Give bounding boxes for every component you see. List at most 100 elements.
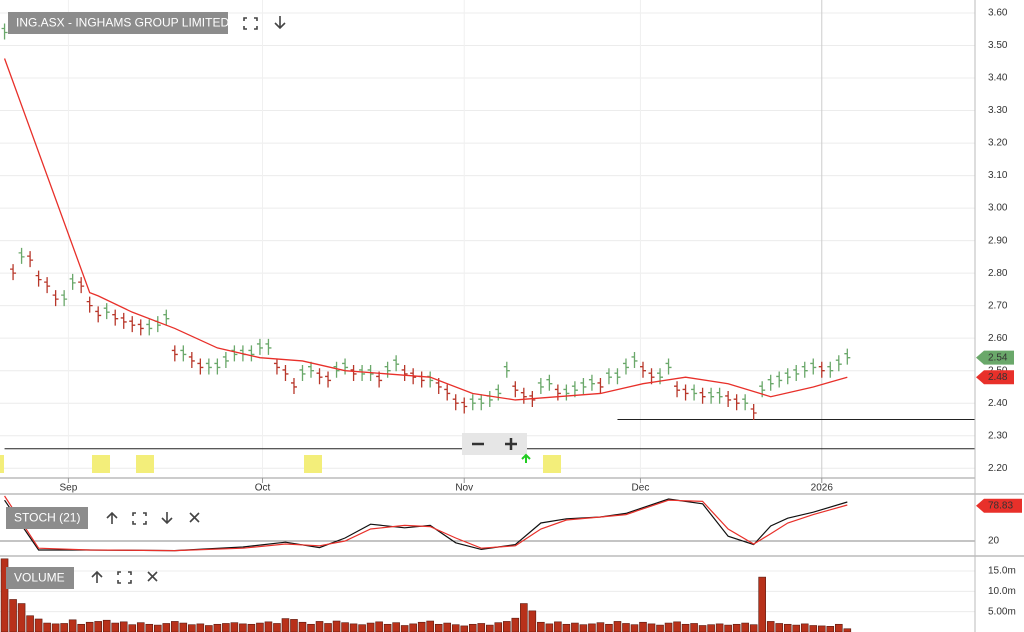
- volume-bar: [579, 624, 588, 632]
- volume-bar: [60, 623, 68, 632]
- event-arrow[interactable]: [521, 453, 531, 463]
- annotation-icons[interactable]: [0, 455, 561, 473]
- volume-bar: [111, 622, 120, 632]
- volume-bar: [264, 621, 273, 632]
- volume-bar: [247, 623, 256, 632]
- x-tick-label: Nov: [455, 483, 473, 494]
- volume-bar: [298, 621, 307, 632]
- volume-bar: [528, 610, 537, 632]
- price-bar: [282, 364, 289, 381]
- volume-bar: [43, 622, 51, 632]
- price-bar: [61, 290, 68, 307]
- y-tick-label: 2.30: [988, 430, 1008, 441]
- volume-bar: [136, 622, 145, 632]
- plot-layer: [0, 0, 975, 632]
- price-bar: [512, 381, 519, 398]
- volume-bar: [341, 622, 349, 632]
- volume-bar: [681, 623, 690, 632]
- title-box[interactable]: [8, 12, 228, 34]
- volume-bar: [26, 615, 34, 632]
- volume-bar: [153, 624, 162, 632]
- stoch-icons[interactable]: [106, 511, 200, 525]
- price-bar: [597, 377, 604, 394]
- volume-bar: [724, 624, 732, 632]
- volume-bar: [281, 618, 290, 632]
- zoom-icons[interactable]: [472, 438, 517, 450]
- price-bar: [818, 361, 825, 378]
- volume-box[interactable]: [6, 567, 74, 589]
- price-bar: [810, 358, 817, 375]
- price-bar: [571, 381, 578, 398]
- volume-bar: [94, 621, 102, 632]
- volume-bar: [307, 623, 315, 632]
- volume-title: VOLUME: [14, 571, 65, 585]
- price-bar: [691, 384, 698, 401]
- price-bar: [350, 364, 357, 381]
- panel-icons[interactable]: [243, 16, 286, 30]
- volume-bar: [690, 623, 698, 632]
- price-bar: [384, 361, 391, 378]
- price-bar: [674, 381, 681, 398]
- price-bar: [537, 377, 544, 394]
- volume-bar: [732, 623, 741, 632]
- price-bar: [299, 364, 306, 381]
- y-tick-label: 2.20: [988, 463, 1008, 474]
- stoch-title: STOCH (21): [14, 511, 80, 525]
- price-bar: [333, 361, 340, 378]
- volume-bar: [817, 625, 826, 632]
- price-bar: [742, 394, 749, 411]
- volume-bar: [741, 622, 749, 632]
- y-tick-label: 3.00: [988, 203, 1008, 214]
- volume-bar: [639, 621, 647, 632]
- value-label-box: [976, 498, 1022, 513]
- x-tick-label: 2026: [811, 483, 834, 494]
- price-bar: [614, 368, 621, 385]
- x-tick-label: Oct: [255, 483, 271, 494]
- price-bar: [265, 338, 272, 355]
- y-tick-label: 3.30: [988, 105, 1008, 116]
- price-bar: [248, 345, 255, 362]
- volume-bar: [596, 622, 605, 632]
- value-label: 78.83: [988, 500, 1013, 511]
- price-bar: [316, 368, 323, 385]
- volume-bar: [349, 623, 358, 632]
- price-bar: [776, 371, 783, 388]
- volume-bar: [520, 603, 528, 632]
- price-bar: [554, 384, 561, 401]
- volume-icons[interactable]: [91, 570, 158, 584]
- y-tick-label: 3.40: [988, 73, 1008, 84]
- price-bar: [665, 358, 672, 375]
- price-bar: [793, 364, 800, 381]
- price-bar: [35, 270, 42, 287]
- price-bar: [78, 277, 85, 294]
- volume-bar: [230, 622, 239, 632]
- price-bar: [44, 277, 51, 294]
- volume-bar: [68, 619, 77, 632]
- y-tick-label: 2.60: [988, 333, 1008, 344]
- price-bar: [546, 374, 553, 391]
- volume-bar: [434, 623, 443, 632]
- price-bar: [120, 312, 127, 329]
- volume-bar: [17, 603, 26, 632]
- volume-bar: [417, 621, 426, 632]
- volume-bar: [171, 621, 179, 632]
- price-label: 2.54: [988, 352, 1008, 363]
- volume-bar: [426, 620, 434, 632]
- price-bar: [52, 290, 59, 307]
- volume-bar: [400, 625, 409, 632]
- volume-bar: [315, 621, 324, 632]
- axis-layer: 2.202.302.402.502.602.702.802.903.003.10…: [60, 8, 1022, 617]
- price-bar: [393, 355, 400, 372]
- price-bar: [163, 309, 170, 326]
- volume-bar: [673, 621, 681, 632]
- volume-bar: [571, 622, 579, 632]
- volume-bar: [766, 621, 775, 632]
- price-bar: [605, 368, 612, 385]
- zoom-controls[interactable]: [462, 433, 527, 455]
- stoch-box[interactable]: [6, 507, 88, 529]
- volume-bar: [545, 623, 554, 632]
- volume-bar: [239, 623, 247, 632]
- volume-bar: [613, 621, 622, 632]
- volume-bar: [554, 621, 562, 632]
